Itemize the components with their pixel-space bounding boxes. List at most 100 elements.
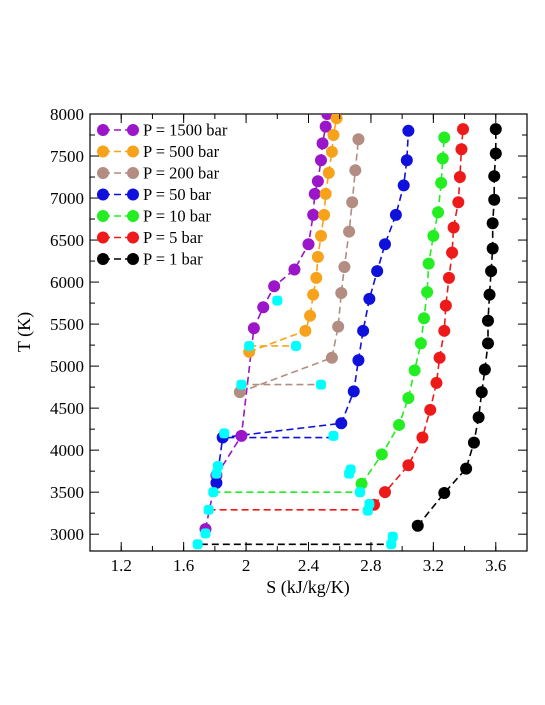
data-point bbox=[421, 286, 434, 299]
data-point bbox=[408, 364, 421, 377]
data-point bbox=[378, 238, 391, 251]
data-point bbox=[288, 263, 301, 276]
y-tick-label: 3000 bbox=[50, 525, 84, 544]
x-tick-label: 3.6 bbox=[485, 556, 506, 575]
transition-marker bbox=[272, 295, 283, 306]
transition-marker bbox=[345, 464, 356, 475]
data-point bbox=[346, 196, 359, 209]
data-point bbox=[442, 271, 455, 284]
transition-marker bbox=[355, 487, 366, 498]
data-point bbox=[307, 208, 320, 221]
data-point bbox=[355, 477, 368, 490]
data-point bbox=[457, 123, 470, 136]
data-point bbox=[322, 166, 335, 179]
data-point bbox=[452, 196, 465, 209]
legend-marker bbox=[127, 124, 139, 136]
series-line bbox=[373, 129, 464, 506]
data-point bbox=[397, 179, 410, 192]
legend-label: P = 200 bar bbox=[143, 164, 220, 183]
data-point bbox=[481, 337, 494, 350]
data-point bbox=[338, 260, 351, 273]
data-point bbox=[307, 288, 320, 301]
y-axis-title: T (K) bbox=[14, 312, 35, 352]
transition-marker bbox=[328, 430, 339, 441]
y-tick-label: 7000 bbox=[50, 189, 84, 208]
data-point bbox=[247, 322, 260, 335]
data-point bbox=[455, 143, 468, 156]
data-point bbox=[489, 123, 502, 136]
data-point bbox=[332, 320, 345, 333]
data-point bbox=[467, 436, 480, 449]
data-point bbox=[235, 429, 248, 442]
data-point bbox=[483, 288, 496, 301]
data-point bbox=[430, 376, 443, 389]
data-point bbox=[363, 292, 376, 305]
transition-marker bbox=[203, 504, 214, 515]
legend-label: P = 10 bar bbox=[143, 207, 211, 226]
x-tick-label: 1.6 bbox=[173, 556, 194, 575]
data-point bbox=[310, 271, 323, 284]
data-point bbox=[308, 187, 321, 200]
data-point bbox=[475, 386, 488, 399]
data-point bbox=[352, 354, 365, 367]
data-point bbox=[389, 208, 402, 221]
y-tick-label: 4500 bbox=[50, 399, 84, 418]
data-point bbox=[485, 265, 498, 278]
legend-marker bbox=[127, 253, 139, 265]
data-point bbox=[257, 301, 270, 314]
y-tick-label: 6500 bbox=[50, 231, 84, 250]
data-point bbox=[316, 137, 329, 150]
data-point bbox=[486, 217, 499, 230]
transition-marker bbox=[236, 379, 247, 390]
transition-marker bbox=[244, 340, 255, 351]
legend-label: P = 1500 bar bbox=[143, 121, 228, 140]
data-point bbox=[393, 418, 406, 431]
data-point bbox=[402, 392, 415, 405]
data-point bbox=[438, 324, 451, 337]
data-point bbox=[318, 208, 331, 221]
data-point bbox=[314, 154, 327, 167]
data-point bbox=[299, 324, 312, 337]
data-point bbox=[488, 193, 501, 206]
data-point bbox=[343, 225, 356, 238]
legend-marker bbox=[97, 253, 109, 265]
data-point bbox=[447, 221, 460, 234]
legend-marker bbox=[127, 188, 139, 201]
legend-marker bbox=[97, 145, 109, 158]
legend-marker bbox=[97, 210, 109, 222]
legend-marker bbox=[97, 188, 109, 201]
y-tick-label: 5000 bbox=[50, 357, 84, 376]
data-point bbox=[478, 363, 491, 376]
data-point bbox=[330, 114, 343, 125]
transition-marker bbox=[212, 461, 223, 472]
data-point bbox=[481, 314, 494, 327]
data-point bbox=[460, 462, 473, 475]
data-point bbox=[402, 459, 415, 472]
axes-layer: 1.2 1.6 2 2.4 2.8 3.2 3.6 3000 3500 4000 4500 5000 5… bbox=[50, 105, 528, 575]
data-point bbox=[486, 242, 499, 255]
legend-label: P = 1 bar bbox=[143, 250, 203, 269]
data-point bbox=[210, 476, 223, 489]
transition-marker bbox=[386, 539, 397, 550]
data-point bbox=[453, 171, 466, 184]
data-point bbox=[357, 324, 370, 337]
data-point bbox=[302, 238, 315, 251]
legend-label: P = 5 bar bbox=[143, 228, 203, 247]
data-point bbox=[347, 385, 360, 398]
data-point bbox=[439, 299, 452, 312]
legend-marker bbox=[97, 167, 109, 179]
data-point bbox=[321, 114, 334, 120]
y-tick-label: 7500 bbox=[50, 147, 84, 166]
data-point bbox=[472, 411, 485, 424]
data-point bbox=[375, 448, 388, 461]
data-point bbox=[371, 265, 384, 278]
y-tick-label: 4000 bbox=[50, 441, 84, 460]
y-tick-label: 8000 bbox=[50, 105, 84, 124]
data-point bbox=[427, 229, 440, 242]
data-point bbox=[268, 280, 281, 293]
x-tick-label: 2.4 bbox=[298, 556, 320, 575]
legend-marker bbox=[127, 145, 139, 158]
data-point bbox=[335, 417, 348, 430]
data-point bbox=[436, 152, 449, 165]
